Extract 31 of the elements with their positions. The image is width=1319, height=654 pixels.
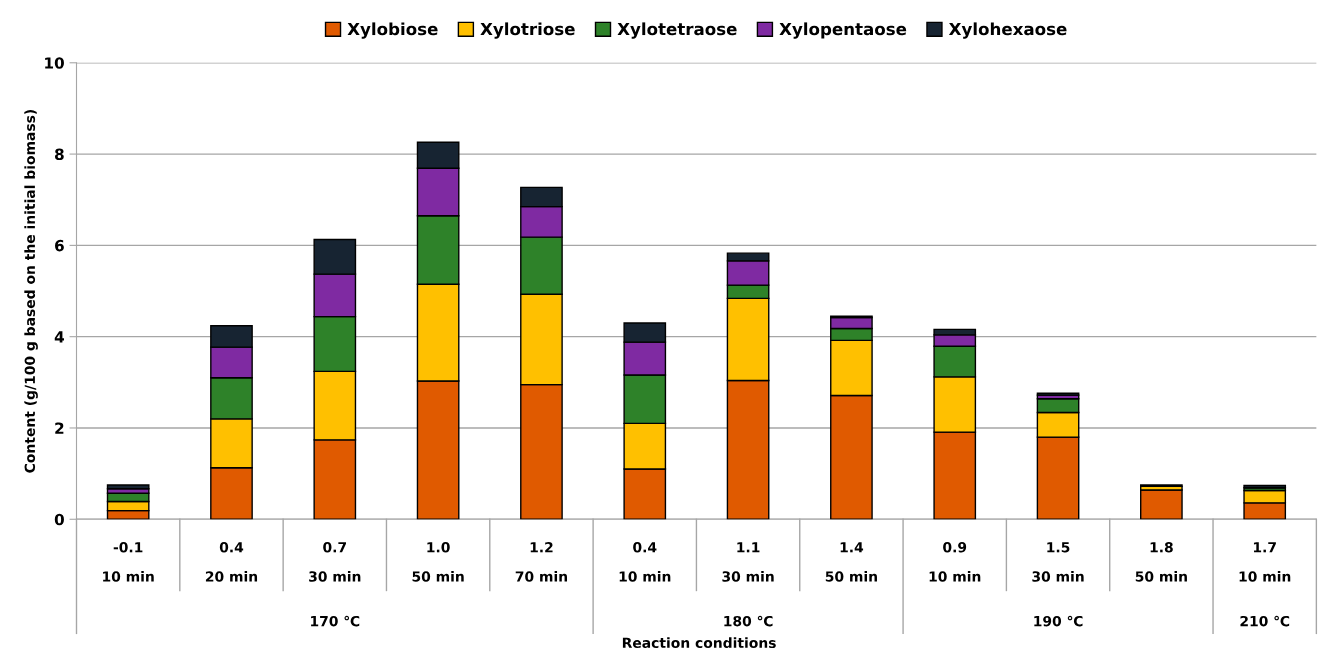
y-tick-label: 0 (54, 513, 64, 526)
y-tick-label: 8 (55, 148, 64, 161)
category-label: 1.5 30 min (1032, 542, 1084, 582)
legend-label: Xylohexaose (948, 22, 1067, 39)
bar (1140, 489, 1183, 520)
legend-label: Xylobiose (347, 22, 438, 39)
category-label: 0.4 20 min (205, 541, 258, 582)
category-label: 1.8 50 min (1135, 541, 1187, 582)
legend-label: Xylopentaose (779, 22, 907, 39)
category-label: 1.1 30 min (722, 542, 774, 582)
y-tick-label: 10 (45, 57, 64, 69)
category-label: 0.4 10 min (619, 541, 671, 582)
category-label: 0.7 30 min (309, 541, 361, 582)
text: 190 ℃ (1034, 615, 1083, 627)
y-tick-label: 4 (54, 331, 64, 343)
legend-label: Xylotetraose (617, 22, 737, 39)
text: 210 ℃ (1240, 615, 1290, 627)
text: Reaction conditions (622, 637, 776, 649)
y-axis-title: Content (g/100 g based on the initial biomass) (24, 109, 38, 473)
category-label: 0.9 10 min (929, 541, 981, 582)
category-label: -0.1 10 min (103, 541, 154, 582)
y-tick-label: 6 (55, 239, 64, 252)
category-label: 1.2 70 min (515, 541, 568, 582)
text: 180 ℃ (724, 615, 773, 627)
y-tick-label: 2 (55, 422, 64, 434)
category-label: 1.7 10 min (1239, 542, 1291, 582)
text: 170 ℃ (311, 615, 360, 627)
category-label: 1.0 50 min (412, 541, 464, 582)
bar (106, 484, 150, 490)
category-label: 1.4 50 min (825, 542, 877, 582)
legend-label: Xylotriose (480, 22, 575, 39)
